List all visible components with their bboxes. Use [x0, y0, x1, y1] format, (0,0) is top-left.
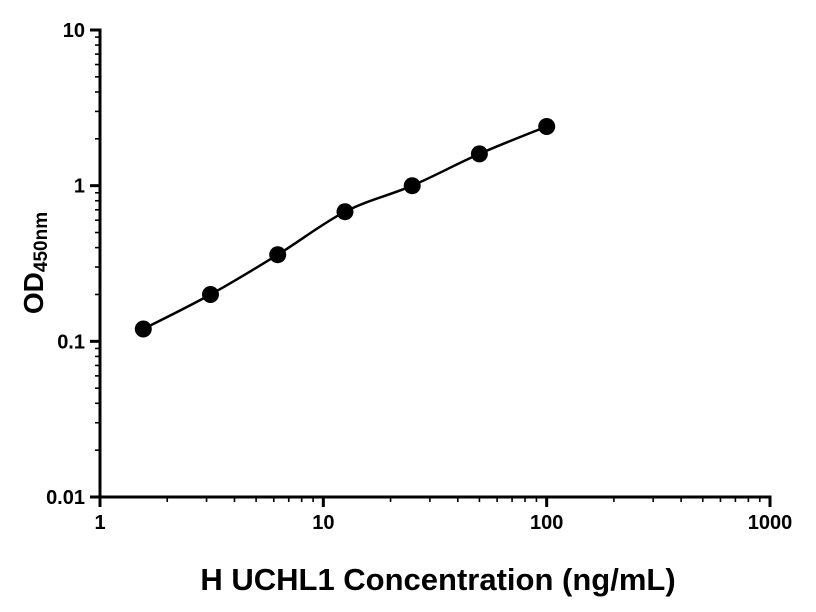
data-point-marker: [134, 320, 152, 338]
y-axis-title: OD450nm: [18, 211, 52, 315]
x-tick-label: 100: [530, 512, 563, 534]
data-point-marker: [470, 145, 488, 163]
data-point-marker: [202, 286, 219, 303]
y-axis-title-main: OD: [18, 272, 49, 315]
data-point-marker: [269, 246, 287, 264]
y-tick-label: 10: [63, 20, 85, 42]
x-tick-label: 10: [312, 512, 334, 534]
y-tick-label: 1: [74, 176, 85, 198]
x-tick-label: 1: [94, 512, 105, 534]
x-tick-label: 1000: [748, 512, 793, 534]
y-tick-label: 0.01: [46, 487, 85, 509]
data-point-marker: [538, 118, 556, 135]
data-point-marker: [336, 203, 354, 221]
data-point-marker: [403, 177, 421, 195]
y-tick-label: 0.1: [57, 331, 85, 353]
x-axis-title: H UCHL1 Concentration (ng/mL): [200, 562, 676, 597]
y-axis-title-subscript: 450nm: [31, 211, 52, 273]
